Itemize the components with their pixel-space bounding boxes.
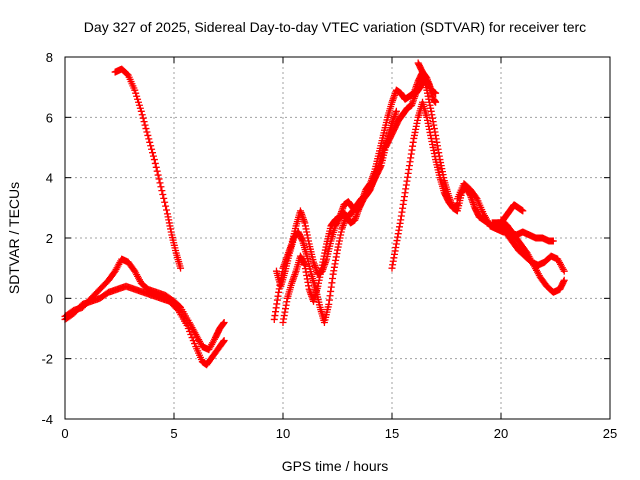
data-point-fill [138, 111, 146, 119]
data-point-fill [152, 163, 160, 171]
series-track-1 [61, 282, 228, 369]
data-point [560, 267, 568, 275]
x-axis-label: GPS time / hours [282, 458, 389, 474]
data-point-fill [151, 159, 159, 167]
data-point-fill [149, 149, 157, 157]
data-point [220, 337, 228, 345]
series-track-7 [388, 98, 461, 272]
x-tick-label: 20 [494, 426, 508, 441]
data-point-fill [160, 194, 168, 202]
data-point-fill [146, 138, 154, 146]
data-point-fill [163, 206, 171, 214]
data-point-fill [141, 121, 149, 129]
y-tick-label: 6 [46, 110, 53, 125]
data-point-fill [139, 114, 147, 122]
data-point-fill [145, 135, 153, 143]
data-point-fill [136, 104, 144, 112]
data-point-fill [153, 167, 161, 175]
series-track-11 [497, 216, 568, 296]
y-tick-label: -2 [41, 352, 53, 367]
ticks: 0 5 10 15 20 25 -4 -2 0 2 4 6 8 [41, 50, 617, 441]
x-tick-label: 25 [603, 426, 617, 441]
data-point-fill [162, 202, 170, 210]
data-point-fill [134, 95, 142, 103]
data-point-fill [156, 179, 164, 187]
series-track-6 [279, 107, 400, 326]
data-point-fill [134, 98, 142, 106]
chart-title: Day 327 of 2025, Sidereal Day-to-day VTE… [84, 19, 586, 35]
data-point-fill [155, 175, 163, 183]
data-point [549, 237, 557, 245]
data-point-fill [135, 101, 143, 109]
data-point [432, 98, 440, 106]
x-tick-label: 15 [385, 426, 399, 441]
data-point-fill [154, 171, 162, 179]
data-point [157, 183, 165, 191]
data-point [560, 276, 568, 284]
data-point [137, 107, 145, 115]
data-point-fill [148, 145, 156, 153]
y-tick-label: 4 [46, 171, 53, 186]
data-point-fill [149, 152, 157, 160]
x-tick-label: 0 [61, 426, 68, 441]
series-track-2 [61, 255, 228, 354]
data-layer [61, 59, 568, 369]
data-point-fill [147, 142, 155, 150]
data-point [150, 156, 158, 164]
data-point-fill [140, 118, 148, 126]
data-point [177, 264, 185, 272]
data-point-fill [133, 92, 141, 100]
data-point-fill [143, 128, 151, 136]
series-track-3 [111, 65, 185, 272]
data-point-fill [191, 340, 199, 348]
data-point-fill [189, 337, 197, 345]
data-point [519, 207, 527, 215]
data-point-fill [159, 190, 167, 198]
y-tick-label: -4 [41, 412, 53, 427]
y-tick-label: 8 [46, 50, 53, 65]
x-tick-label: 5 [170, 426, 177, 441]
data-point [220, 318, 228, 326]
data-point-fill [161, 198, 169, 206]
y-axis-label: SDTVAR / TECUs [6, 182, 22, 294]
series-track-5 [272, 74, 440, 326]
data-point [144, 131, 152, 139]
y-tick-label: 0 [46, 291, 53, 306]
y-tick-label: 2 [46, 231, 53, 246]
data-point-fill [158, 187, 166, 195]
data-point [392, 107, 400, 115]
data-point-fill [132, 89, 140, 97]
data-point [131, 86, 139, 94]
x-tick-label: 10 [276, 426, 290, 441]
data-point-fill [142, 125, 150, 133]
